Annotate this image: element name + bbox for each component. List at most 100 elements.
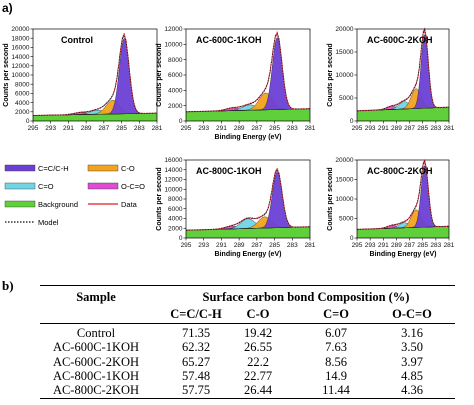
x-tick-label: 289 [234, 125, 245, 132]
y-tick-label: 5000 [339, 95, 354, 102]
y-axis-label: Counts per second [327, 167, 334, 230]
chart-legend: C=C/C-H C-O C=O O-C=O Background Data Model [4, 164, 145, 227]
y-tick-label: 0 [179, 118, 183, 125]
x-tick-label: 283 [134, 125, 145, 132]
panel-title: AC-600C-1KOH [196, 35, 262, 45]
data-line [185, 167, 311, 231]
x-axis-label: Binding Energy (eV) [370, 251, 437, 258]
panel-title: Control [61, 35, 93, 45]
peak-c-c-c-h [356, 34, 450, 112]
legend-label: C=O [38, 182, 54, 191]
y-tick-label: 0 [26, 118, 30, 125]
x-tick-label: 291 [378, 242, 389, 249]
x-tick-label: 295 [352, 242, 363, 249]
legend-swatch [4, 164, 36, 172]
y-tick-label: 6000 [168, 72, 183, 79]
x-tick-label: 281 [444, 242, 455, 249]
y-tick-label: 0 [179, 235, 183, 242]
y-axis-label: Counts per second [156, 167, 163, 230]
x-tick-label: 293 [365, 242, 376, 249]
legend-label: Background [38, 200, 78, 209]
x-tick-label: 291 [63, 125, 74, 132]
y-tick-label: 4000 [168, 88, 183, 95]
x-tick-label: 287 [98, 125, 109, 132]
y-tick-label: 14000 [11, 54, 29, 61]
y-tick-label: 16000 [164, 157, 182, 164]
x-tick-label: 287 [251, 125, 262, 132]
y-tick-label: 10000 [164, 186, 182, 193]
xps-panel: 295 293 291 289 287 285 283 281 0 2000 4000 6000 800… [3, 26, 163, 132]
y-tick-label: 16000 [11, 45, 29, 52]
x-tick-label: 285 [269, 242, 280, 249]
data-line [32, 33, 158, 117]
model-line [32, 34, 158, 116]
y-tick-label: 12000 [164, 26, 182, 33]
y-tick-label: 14000 [164, 167, 182, 174]
legend-label: C-O [121, 164, 135, 173]
x-tick-label: 287 [404, 125, 415, 132]
y-tick-label: 8000 [168, 196, 183, 203]
y-axis-label: Counts per second [156, 43, 163, 106]
x-tick-label: 281 [305, 242, 316, 249]
y-tick-label: 4000 [168, 216, 183, 223]
y-tick-label: 8000 [168, 57, 183, 64]
legend-label: Data [121, 200, 138, 209]
y-tick-label: 20000 [335, 157, 353, 164]
background-area [186, 226, 310, 238]
y-tick-label: 2000 [168, 103, 183, 110]
data-line [356, 27, 450, 112]
y-tick-label: 0 [350, 118, 354, 125]
y-tick-label: 15000 [335, 49, 353, 56]
legend-swatch [87, 182, 119, 190]
panel-title: AC-600C-2KOH [367, 35, 433, 45]
peak-c-c-c-h [185, 37, 311, 112]
legend-label: C=C/C-H [38, 164, 69, 173]
y-tick-label: 8000 [15, 81, 30, 88]
x-tick-label: 283 [287, 242, 298, 249]
x-tick-label: 285 [116, 125, 127, 132]
y-tick-label: 20000 [11, 26, 29, 33]
background-area [186, 108, 310, 121]
model-line [356, 161, 450, 230]
xps-panel: 295 293 291 289 287 285 283 281 0 2000 4000 6000 800… [156, 26, 316, 141]
legend-label: O-C=O [121, 182, 145, 191]
y-tick-label: 0 [350, 235, 354, 242]
x-tick-label: 287 [404, 242, 415, 249]
y-tick-label: 2000 [168, 225, 183, 232]
x-tick-label: 283 [430, 242, 441, 249]
x-tick-label: 281 [152, 125, 163, 132]
xps-panel: 295 293 291 289 287 285 283 281 0 5000 10000 15000 2… [327, 26, 455, 132]
x-tick-label: 285 [269, 125, 280, 132]
panel-a-label: a) [2, 1, 13, 15]
background-area [357, 107, 449, 121]
y-tick-label: 10000 [164, 42, 182, 49]
y-tick-label: 10000 [11, 72, 29, 79]
x-tick-label: 293 [198, 125, 209, 132]
x-tick-label: 287 [251, 242, 262, 249]
x-tick-label: 295 [352, 125, 363, 132]
xps-panel: 295 293 291 289 287 285 283 281 0 2000 4000 6000 800… [156, 157, 316, 258]
y-tick-label: 2000 [15, 109, 30, 116]
legend-swatch [4, 200, 36, 208]
x-tick-label: 289 [391, 242, 402, 249]
x-tick-label: 293 [198, 242, 209, 249]
x-tick-label: 281 [444, 125, 455, 132]
x-tick-label: 283 [287, 125, 298, 132]
x-tick-label: 285 [417, 242, 428, 249]
panel-title: AC-800C-1KOH [196, 166, 262, 176]
model-line [185, 33, 311, 113]
y-tick-label: 6000 [168, 206, 183, 213]
x-tick-label: 291 [216, 242, 227, 249]
y-tick-label: 10000 [335, 72, 353, 79]
x-axis-label: Binding Energy (eV) [215, 251, 282, 258]
model-line [356, 29, 450, 112]
panel-title: AC-800C-2KOH [367, 166, 433, 176]
y-tick-label: 18000 [11, 35, 29, 42]
y-tick-label: 15000 [335, 177, 353, 184]
x-axis-label: Binding Energy (eV) [215, 134, 282, 141]
y-tick-label: 12000 [164, 177, 182, 184]
x-tick-label: 289 [391, 125, 402, 132]
legend-label: Model [38, 218, 59, 227]
plot-frame [32, 28, 158, 122]
